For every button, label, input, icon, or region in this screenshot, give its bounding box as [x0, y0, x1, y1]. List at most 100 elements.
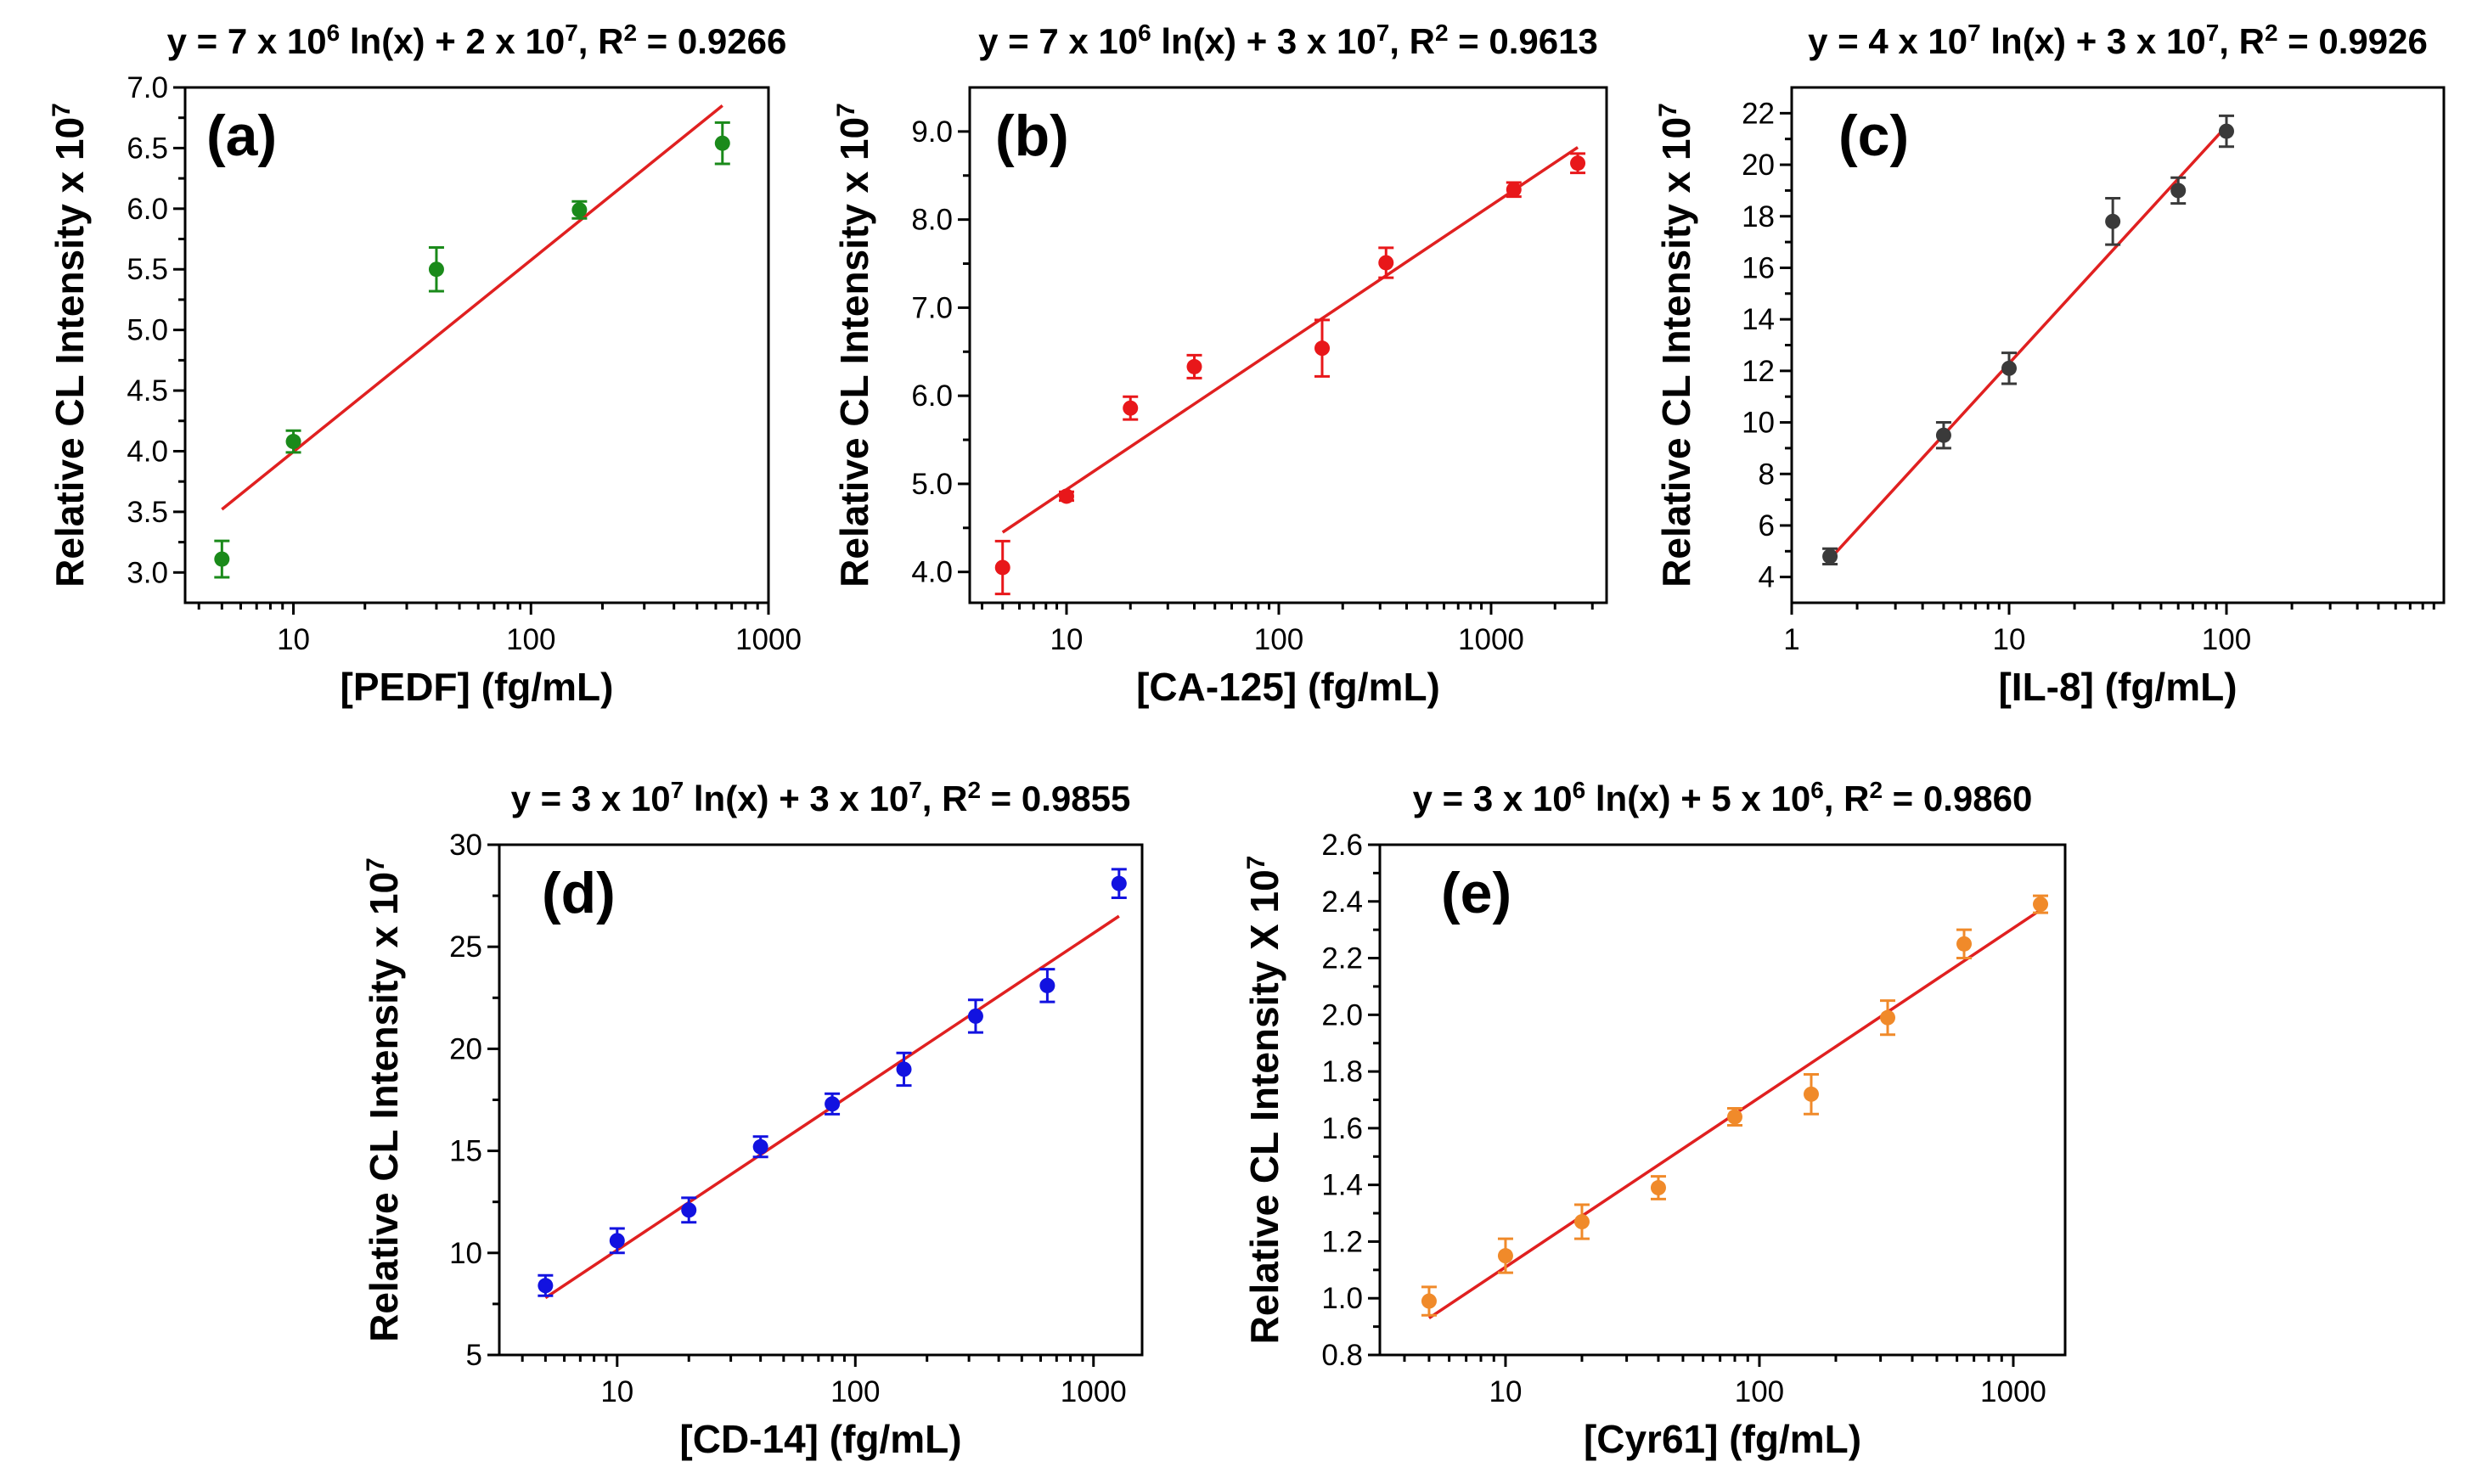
y-title-text: Relative CL Intensity x 10: [362, 872, 406, 1342]
y-axis-title: Relative CL Intensity X 107: [1242, 856, 1287, 1345]
panel-title: y = 3 x 106 ln(x) + 5 x 106, R2 = 0.9860: [1413, 777, 2033, 819]
data-point: [1803, 1086, 1819, 1102]
title-text: y = 3 x 10: [1413, 779, 1573, 818]
data-point: [428, 261, 444, 278]
data-point: [1378, 255, 1394, 271]
data-point: [1314, 340, 1331, 357]
x-tick-label: 100: [506, 623, 555, 656]
y-axis-title: Relative CL Intensity x 107: [832, 103, 877, 587]
data-point: [2001, 360, 2017, 376]
y-tick-label: 15: [449, 1135, 482, 1168]
data-point: [285, 434, 301, 450]
title-superscript: 2: [2265, 20, 2278, 46]
y-title-text: Relative CL Intensity x 10: [48, 117, 92, 587]
title-text: = 0.9266: [637, 21, 786, 61]
x-axis-title: [PEDF] (fg/mL): [341, 665, 614, 709]
title-superscript: 6: [1573, 777, 1586, 803]
data-point: [994, 559, 1010, 576]
panel-title: y = 7 x 106 ln(x) + 3 x 107, R2 = 0.9613: [978, 20, 1598, 62]
y-title-text: Relative CL Intensity X 10: [1242, 869, 1286, 1344]
y-title-superscript: 7: [362, 857, 390, 872]
title-text: ln(x) + 3 x 10: [684, 779, 909, 818]
y-tick-label: 6.0: [911, 379, 953, 413]
plot-frame: [183, 86, 770, 604]
title-text: , R: [1389, 21, 1435, 61]
data-point: [681, 1202, 697, 1218]
x-tick-label: 1000: [1061, 1375, 1127, 1408]
y-title-superscript: 7: [1654, 103, 1682, 117]
y-tick-label: 5.5: [127, 253, 168, 286]
x-tick-label: 10: [1489, 1375, 1522, 1408]
title-superscript: 2: [1869, 777, 1883, 803]
y-title-text: Relative CL Intensity x 10: [832, 117, 876, 587]
x-tick-label: 100: [830, 1375, 880, 1408]
title-superscript: 7: [2206, 20, 2220, 46]
y-title-superscript: 7: [48, 103, 76, 117]
x-axis-title: [CA-125] (fg/mL): [1136, 665, 1440, 709]
data-point: [2033, 897, 2049, 913]
title-superscript: 6: [1810, 777, 1824, 803]
fit-line: [1828, 125, 2228, 560]
fit-line: [1001, 146, 1579, 534]
data-point: [1573, 1214, 1590, 1230]
title-text: ln(x) + 2 x 10: [340, 21, 565, 61]
panel-e: 10 100 1000 0.8 1.0 1.2 1.4 1.6 1.8 2.0 2.2 2.4 2.6 (…: [1242, 777, 2067, 1461]
data-point: [714, 135, 730, 151]
x-axis-title: [IL-8] (fg/mL): [1998, 665, 2237, 709]
y-tick-label: 20: [1742, 149, 1775, 182]
title-text: = 0.9926: [2278, 21, 2428, 61]
y-tick-label: 6: [1759, 509, 1775, 542]
data-point: [538, 1278, 554, 1294]
title-superscript: 2: [967, 777, 981, 803]
y-tick-label: 16: [1742, 251, 1775, 284]
title-text: y = 7 x 10: [167, 21, 327, 61]
data-point: [1039, 977, 1055, 993]
y-axis-title: Relative CL Intensity x 107: [362, 857, 407, 1342]
y-tick-label: 1.0: [1321, 1282, 1363, 1315]
x-axis-title: [CD-14] (fg/mL): [679, 1417, 961, 1461]
title-text: = 0.9613: [1449, 21, 1598, 61]
y-tick-label: 6.5: [127, 132, 168, 165]
fit-line: [221, 104, 723, 511]
y-tick-label: 1.6: [1321, 1112, 1363, 1145]
y-tick-label: 14: [1742, 303, 1775, 336]
y-axis-title: Relative CL Intensity x 107: [1654, 103, 1699, 587]
data-point: [1421, 1293, 1437, 1309]
data-point: [1497, 1248, 1513, 1264]
y-tick-label: 9.0: [911, 115, 953, 149]
data-point: [1650, 1180, 1666, 1196]
x-axis-title: [Cyr61] (fg/mL): [1584, 1417, 1861, 1461]
plot-frame: [968, 86, 1608, 604]
data-point: [609, 1233, 625, 1249]
x-tick-label: 1000: [735, 623, 802, 656]
data-point: [571, 202, 588, 218]
y-tick-label: 1.2: [1321, 1225, 1363, 1258]
y-tick-label: 5.0: [127, 314, 168, 347]
panel-label: (b): [995, 104, 1069, 168]
data-point: [825, 1096, 841, 1112]
title-text: = 0.9855: [981, 779, 1130, 818]
y-tick-label: 8.0: [911, 204, 953, 237]
y-tick-label: 6.0: [127, 193, 168, 226]
title-text: , R: [1824, 779, 1870, 818]
title-superscript: 7: [671, 777, 684, 803]
data-point: [1186, 358, 1202, 374]
data-point: [1570, 155, 1586, 171]
title-text: ln(x) + 3 x 10: [1151, 21, 1376, 61]
y-tick-label: 20: [449, 1032, 482, 1065]
x-tick-label: 1000: [1458, 623, 1524, 656]
x-tick-label: 10: [1993, 623, 2026, 656]
y-tick-label: 30: [449, 829, 482, 862]
y-tick-label: 4.0: [911, 556, 953, 589]
title-superscript: 6: [1138, 20, 1151, 46]
x-tick-label: 1000: [1980, 1375, 2046, 1408]
title-text: = 0.9860: [1883, 779, 2032, 818]
panel-title: y = 4 x 107 ln(x) + 3 x 107, R2 = 0.9926: [1808, 20, 2428, 62]
title-text: , R: [922, 779, 968, 818]
y-tick-label: 7.0: [127, 71, 168, 104]
y-tick-label: 7.0: [911, 291, 953, 324]
y-tick-label: 2.0: [1321, 998, 1363, 1031]
